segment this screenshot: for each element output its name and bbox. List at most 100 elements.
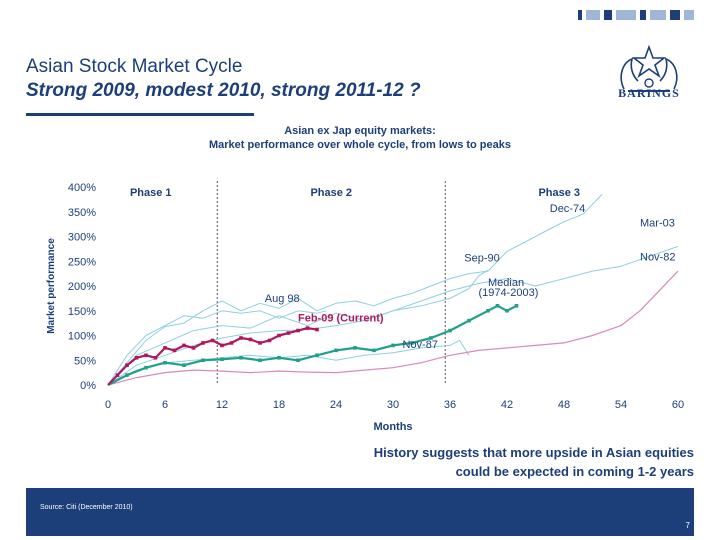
series-marker [258, 358, 262, 363]
series-marker [191, 346, 196, 350]
series-marker [172, 348, 177, 353]
note-line-1: History suggests that more upside in Asi… [373, 445, 694, 460]
page-title: Asian Stock Market Cycle [26, 56, 243, 77]
series-label: Dec-74 [550, 203, 585, 215]
x-tick-label: 24 [330, 399, 342, 411]
series-line [107, 194, 603, 386]
y-axis-title: Market performance [46, 238, 57, 334]
page-number: 7 [685, 521, 690, 530]
series-marker [305, 326, 310, 330]
corner-bar [670, 10, 680, 20]
series-marker [277, 355, 281, 360]
series-marker [296, 358, 300, 363]
chart-series [107, 194, 679, 386]
x-tick-label: 48 [558, 399, 570, 411]
series-marker [495, 304, 500, 308]
series-marker [514, 304, 519, 308]
corner-bar [640, 10, 646, 20]
series-label: (1974-2003) [479, 287, 539, 299]
series-marker [315, 353, 319, 358]
series-marker [286, 331, 291, 335]
chart-title: Asian ex Jap equity markets: Market perf… [120, 124, 600, 152]
series-marker [229, 341, 234, 345]
x-tick-label: 60 [672, 399, 684, 411]
y-tick-label: 0% [80, 380, 96, 392]
corner-bar [586, 10, 600, 20]
x-tick-label: 0 [105, 399, 111, 411]
series-marker [239, 355, 243, 360]
series-label: Mar-03 [640, 218, 675, 230]
series-line [107, 270, 679, 386]
corner-bars [578, 10, 582, 20]
y-tick-label: 100% [68, 331, 96, 343]
series-marker [353, 346, 357, 350]
series-label: Feb-09 (Current) [298, 313, 384, 325]
corner-bar [604, 10, 612, 20]
commentary-note: History suggests that more upside in Asi… [224, 443, 694, 481]
series-marker [267, 338, 272, 343]
series-marker [486, 308, 490, 313]
series-line [107, 327, 318, 386]
x-axis-title: Months [373, 421, 412, 433]
x-tick-label: 42 [501, 399, 513, 411]
series-marker [153, 355, 158, 360]
y-tick-label: 400% [68, 182, 96, 194]
series-line [107, 310, 327, 386]
chart-grid [216, 181, 446, 385]
y-tick-label: 350% [68, 207, 96, 219]
series-marker [163, 346, 167, 350]
phase-label: Phase 1 [130, 187, 172, 199]
x-tick-label: 18 [273, 399, 285, 411]
series-marker [391, 343, 395, 348]
y-tick-label: 150% [68, 306, 96, 318]
corner-bar [616, 10, 636, 20]
series-label: Aug 98 [265, 293, 300, 305]
corner-bar [684, 10, 694, 20]
phase-label: Phase 2 [310, 187, 352, 199]
series-marker [467, 318, 471, 323]
chart-labels: Phase 1 Phase 2 Phase 3 Dec-74 Mar-03 Nov-82 S… [130, 187, 676, 351]
series-label: Nov-87 [403, 339, 438, 351]
series-marker [410, 341, 414, 345]
series-marker [429, 336, 433, 340]
phase-label: Phase 3 [538, 187, 580, 199]
series-marker [144, 365, 148, 370]
title-underline [26, 113, 254, 116]
y-tick-label: 250% [68, 256, 96, 268]
x-tick-label: 12 [216, 399, 228, 411]
series-marker [182, 363, 186, 367]
x-tick-label: 6 [162, 399, 168, 411]
y-tick-label: 200% [68, 281, 96, 293]
series-marker [334, 348, 338, 353]
x-tick-label: 54 [615, 399, 627, 411]
series-marker [372, 348, 376, 353]
series-marker [125, 373, 129, 377]
barings-crest-icon [620, 44, 678, 92]
series-marker [210, 338, 215, 343]
series-marker [115, 373, 120, 377]
series-marker [182, 343, 186, 348]
series-marker [315, 327, 319, 332]
series-marker [248, 337, 253, 342]
chart-title-line-1: Asian ex Jap equity markets: [284, 125, 436, 137]
series-line [107, 245, 679, 386]
series-label: Sep-90 [464, 252, 499, 264]
x-tick-label: 36 [444, 399, 456, 411]
chart-title-line-2: Market performance over whole cycle, fro… [209, 139, 511, 151]
series-marker [201, 341, 205, 345]
series-marker [296, 328, 300, 333]
series-line [107, 304, 518, 386]
series-marker [125, 363, 129, 367]
series-marker [220, 343, 224, 348]
series-marker [163, 360, 167, 365]
series-marker [144, 353, 148, 358]
series-marker [134, 355, 139, 360]
note-line-2: could be expected in coming 1-2 years [455, 464, 694, 479]
series-line [107, 339, 470, 386]
series-marker [448, 328, 452, 333]
series-marker [220, 357, 224, 362]
series-marker [239, 336, 243, 340]
y-tick-label: 300% [68, 232, 96, 244]
series-marker [201, 358, 205, 363]
